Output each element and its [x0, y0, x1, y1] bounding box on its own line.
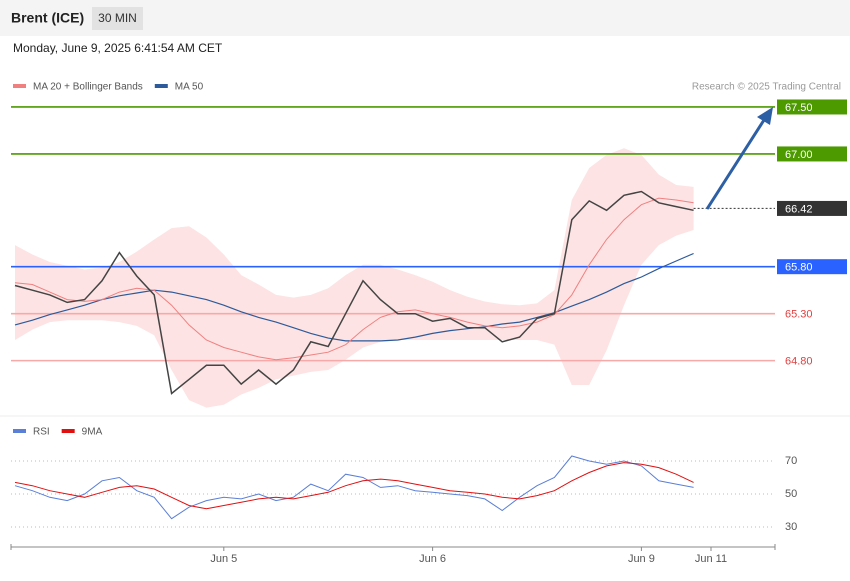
- legend-label: MA 50: [175, 82, 204, 93]
- rsi-line: [14, 462, 694, 510]
- legend-label: 9MA: [82, 427, 103, 438]
- level-badge: [777, 99, 847, 115]
- level-label: 65.30: [785, 309, 813, 321]
- interval-badge[interactable]: [92, 7, 143, 30]
- level-label: 64.80: [785, 356, 813, 368]
- level-label: 66.42: [785, 203, 813, 215]
- legend-swatch: [13, 429, 26, 433]
- ma50-line: [14, 252, 694, 342]
- level-label: 67.50: [785, 102, 813, 114]
- legend-label: RSI: [33, 427, 50, 438]
- x-tick-label: Jun 5: [210, 553, 237, 565]
- level-badge: [777, 259, 847, 275]
- forecast-arrow: [705, 119, 766, 210]
- level-label: 67.00: [785, 149, 813, 161]
- level-badge: [777, 200, 847, 216]
- x-tick-label: Jun 6: [419, 553, 446, 565]
- timestamp: Monday, June 9, 2025 6:41:54 AM CET: [13, 41, 223, 55]
- y-tick-label: 70: [785, 455, 797, 467]
- rsi-line: [14, 455, 694, 520]
- level-label: 65.80: [785, 262, 813, 274]
- y-tick-label: 50: [785, 488, 797, 500]
- x-tick-label: Jun 11: [695, 553, 727, 565]
- bollinger-band: [15, 148, 694, 408]
- forecast-arrowhead: [757, 107, 773, 125]
- legend-swatch: [154, 84, 168, 88]
- x-tick-label: Jun 9: [628, 553, 655, 565]
- legend-swatch: [13, 84, 26, 88]
- source-note: Research © 2025 Trading Central: [692, 82, 841, 93]
- interval-label[interactable]: 30 MIN: [98, 11, 137, 25]
- price-line: [14, 190, 694, 395]
- legend-label: MA 20 + Bollinger Bands: [33, 82, 143, 93]
- level-badge: [777, 146, 847, 162]
- legend-swatch: [61, 429, 75, 433]
- instrument-title: Brent (ICE): [11, 10, 84, 26]
- ma20-line: [14, 197, 694, 361]
- y-tick-label: 30: [785, 521, 797, 533]
